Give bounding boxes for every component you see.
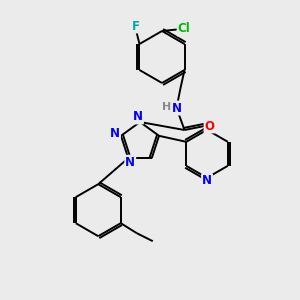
Text: N: N — [172, 101, 182, 115]
Text: O: O — [205, 119, 214, 133]
Text: H: H — [162, 102, 171, 112]
Text: Cl: Cl — [178, 22, 190, 35]
Text: N: N — [125, 156, 135, 169]
Text: F: F — [131, 20, 140, 32]
Text: N: N — [202, 174, 212, 187]
Text: N: N — [110, 127, 120, 140]
Text: N: N — [133, 110, 143, 124]
